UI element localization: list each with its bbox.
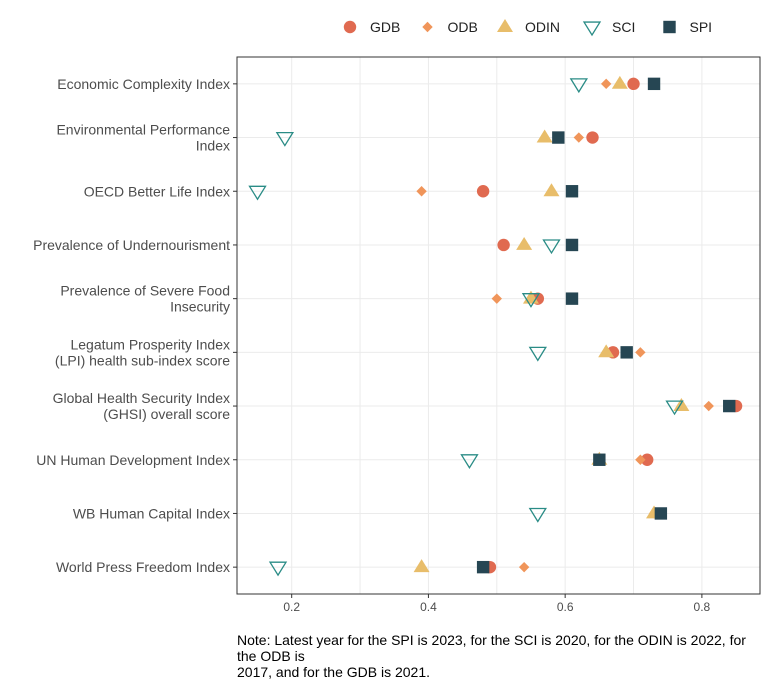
data-point-spi xyxy=(476,560,490,574)
legend-label: SPI xyxy=(690,19,713,35)
data-point-sci xyxy=(268,561,288,577)
category-label: Economic Complexity Index xyxy=(57,76,230,92)
series-gdb xyxy=(476,77,743,574)
data-point-odb xyxy=(491,293,502,304)
data-point-sci xyxy=(275,131,295,147)
plot-panel xyxy=(236,56,761,595)
data-point-gdb xyxy=(640,453,654,466)
category-label: Prevalence of Severe Food Insecurity xyxy=(60,283,230,315)
data-point-odin xyxy=(413,559,430,573)
data-point-gdb xyxy=(586,131,599,144)
category-label: Environmental Performance Index xyxy=(56,122,230,154)
data-point-gdb xyxy=(476,185,490,198)
data-point-spi xyxy=(565,185,579,198)
data-point-sci xyxy=(569,78,588,94)
legend-key-sci xyxy=(582,21,602,37)
legend-label: ODB xyxy=(448,19,478,35)
data-point-sci xyxy=(460,454,479,469)
data-point-odb xyxy=(635,454,646,465)
data-point-spi xyxy=(647,77,661,91)
legend-key-odin xyxy=(497,19,513,32)
category-label: OECD Better Life Index xyxy=(84,183,230,199)
data-point-sci xyxy=(528,507,547,523)
legend-label: ODIN xyxy=(525,19,560,35)
series-sci xyxy=(248,78,684,577)
data-point-gdb xyxy=(497,238,510,252)
data-point-sci xyxy=(528,346,547,362)
category-labels: Economic Complexity Index Environmental P… xyxy=(33,76,237,575)
legend: GDB ODB ODIN SCI SPI xyxy=(343,19,713,37)
legend-key-gdb xyxy=(343,20,357,34)
data-point-odin xyxy=(611,75,628,89)
legend-key-spi xyxy=(663,20,676,34)
data-point-odin xyxy=(543,183,560,197)
legend-label: SCI xyxy=(612,19,635,35)
series-odb xyxy=(416,78,714,573)
series-odin xyxy=(413,75,690,573)
data-point-odin xyxy=(536,129,553,143)
grid xyxy=(237,57,760,594)
legend-label: GDB xyxy=(370,19,400,35)
data-point-odin xyxy=(673,398,690,412)
category-label: WB Human Capital Index xyxy=(73,505,230,521)
data-point-odb xyxy=(518,561,530,573)
data-point-spi xyxy=(565,238,579,252)
data-point-spi xyxy=(565,292,579,305)
data-point-odb xyxy=(703,400,714,412)
data-point-odin xyxy=(516,236,533,250)
category-label: UN Human Development Index xyxy=(36,452,230,468)
chart-note: Note: Latest year for the SPI is 2023, f… xyxy=(237,632,746,680)
data-point-odb xyxy=(416,186,427,197)
category-label: Global Health Security Index (GHSI) overa… xyxy=(53,390,231,422)
data-point-spi xyxy=(552,131,565,144)
data-point-sci xyxy=(521,293,541,308)
data-point-sci xyxy=(248,185,267,201)
x-tick-label: 0.2 xyxy=(283,600,300,614)
x-tick-label: 0.8 xyxy=(694,600,711,614)
data-point-odin xyxy=(598,344,615,358)
series-spi xyxy=(476,77,736,574)
x-axis: 0.2 0.4 0.6 0.8 xyxy=(283,594,711,614)
data-point-sci xyxy=(665,400,684,416)
category-label: World Press Freedom Index xyxy=(56,559,230,575)
category-label: Prevalence of Undernourisment xyxy=(33,237,230,253)
data-point-odb xyxy=(635,347,646,358)
data-point-spi xyxy=(620,346,633,359)
data-point-odb xyxy=(600,78,612,90)
data-point-odb xyxy=(573,132,585,143)
data-marks xyxy=(248,75,743,577)
data-point-spi xyxy=(593,453,606,466)
data-point-sci xyxy=(542,239,561,255)
x-tick-label: 0.4 xyxy=(420,600,437,614)
legend-key-odb xyxy=(422,21,433,33)
data-point-spi xyxy=(654,507,668,520)
data-point-spi xyxy=(723,399,736,413)
data-point-gdb xyxy=(627,77,640,91)
category-label: Legatum Prosperity Index (LPI) health sub… xyxy=(55,336,230,368)
x-tick-label: 0.6 xyxy=(557,600,574,614)
